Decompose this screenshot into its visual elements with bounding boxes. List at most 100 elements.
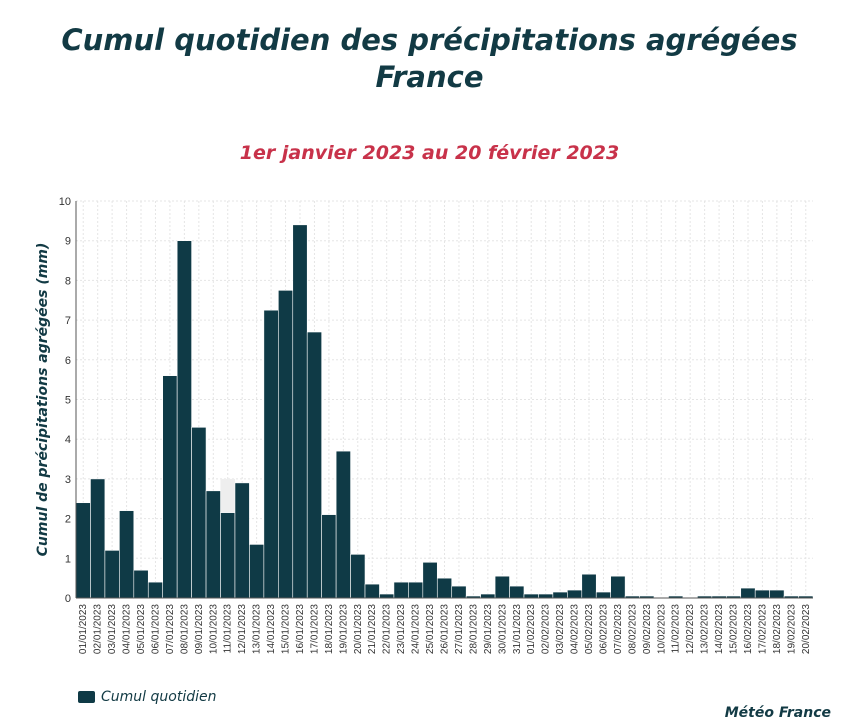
x-tick-label: 24/01/2023	[411, 604, 422, 654]
chart-title-line-1: Cumul quotidien des précipitations agrég…	[61, 23, 798, 57]
x-tick-label: 14/02/2023	[714, 604, 725, 654]
bar-17-02-2023[interactable]	[754, 589, 770, 599]
y-axis-label: Cumul de précipitations agrégées (mm)	[35, 243, 51, 557]
x-tick-label: 15/02/2023	[729, 604, 740, 654]
y-tick-label: 6	[65, 355, 71, 367]
y-tick-label: 7	[65, 315, 71, 327]
x-tick-label: 31/01/2023	[512, 604, 523, 654]
bar-15-01-2023[interactable]	[278, 290, 294, 599]
bar-11-01-2023[interactable]	[220, 512, 236, 599]
x-tick-label: 23/01/2023	[396, 604, 407, 654]
x-tick-label: 09/01/2023	[194, 604, 205, 654]
bar-31-01-2023[interactable]	[509, 585, 525, 599]
x-tick-label: 07/01/2023	[165, 604, 176, 654]
x-tick-label: 10/02/2023	[656, 604, 667, 654]
legend[interactable]: Cumul quotidien	[78, 689, 216, 705]
bar-17-01-2023[interactable]	[306, 331, 322, 599]
x-tick-label: 29/01/2023	[483, 604, 494, 654]
bar-18-02-2023[interactable]	[769, 589, 785, 599]
y-tick-label: 9	[65, 236, 71, 248]
bar-16-02-2023[interactable]	[740, 587, 756, 599]
bar-20-01-2023[interactable]	[350, 554, 366, 599]
bar-03-02-2023[interactable]	[552, 591, 568, 599]
x-tick-label: 01/01/2023	[78, 604, 89, 654]
bars	[75, 224, 814, 599]
x-tick-label: 17/01/2023	[309, 604, 320, 654]
chart-title-line-2: France	[375, 60, 484, 94]
x-tick-label: 06/01/2023	[150, 604, 161, 654]
bar-23-01-2023[interactable]	[393, 581, 409, 599]
x-tick-label: 26/01/2023	[440, 604, 451, 654]
x-tick-label: 19/02/2023	[786, 604, 797, 654]
bar-18-01-2023[interactable]	[321, 514, 337, 599]
bar-24-01-2023[interactable]	[408, 581, 424, 599]
x-tick-label: 07/02/2023	[613, 604, 624, 654]
x-tick-label: 17/02/2023	[757, 604, 768, 654]
bar-01-01-2023[interactable]	[75, 502, 91, 599]
bar-14-01-2023[interactable]	[263, 309, 279, 599]
y-ticks: 0 1 2 3 4 5 6 7 8 9 10	[59, 196, 71, 605]
x-tick-label: 11/02/2023	[671, 604, 682, 654]
legend-label: Cumul quotidien	[101, 689, 217, 705]
x-tick-label: 11/01/2023	[223, 604, 234, 654]
bar-12-01-2023[interactable]	[234, 482, 250, 599]
bar-21-01-2023[interactable]	[364, 583, 380, 599]
x-tick-label: 16/01/2023	[295, 604, 306, 654]
bar-03-01-2023[interactable]	[104, 550, 120, 599]
y-tick-label: 2	[65, 514, 71, 526]
bar-05-01-2023[interactable]	[133, 569, 149, 599]
bar-02-02-2023[interactable]	[538, 593, 554, 599]
x-tick-label: 05/02/2023	[584, 604, 595, 654]
chart-title: Cumul quotidien des précipitations agrég…	[0, 22, 859, 96]
chart-subtitle: 1er janvier 2023 au 20 février 2023	[239, 142, 620, 164]
x-tick-label: 27/01/2023	[454, 604, 465, 654]
bar-09-01-2023[interactable]	[191, 426, 207, 599]
y-tick-label: 8	[65, 275, 71, 287]
x-tick-label: 03/01/2023	[107, 604, 118, 654]
x-tick-label: 04/01/2023	[122, 604, 133, 654]
axes	[75, 201, 813, 599]
x-tick-label: 02/01/2023	[93, 604, 104, 654]
x-tick-label: 22/01/2023	[382, 604, 393, 654]
x-tick-label: 20/02/2023	[801, 604, 812, 654]
x-tick-label: 05/01/2023	[136, 604, 147, 654]
x-tick-label: 21/01/2023	[367, 604, 378, 654]
bar-29-01-2023[interactable]	[480, 593, 496, 599]
bar-05-02-2023[interactable]	[581, 573, 597, 599]
x-tick-label: 20/01/2023	[353, 604, 364, 654]
x-tick-label: 10/01/2023	[208, 604, 219, 654]
x-tick-label: 19/01/2023	[338, 604, 349, 654]
bar-06-01-2023[interactable]	[147, 581, 164, 599]
x-tick-label: 03/02/2023	[555, 604, 566, 654]
bar-27-01-2023[interactable]	[451, 585, 467, 599]
bar-10-01-2023[interactable]	[205, 490, 221, 599]
bar-04-01-2023[interactable]	[119, 510, 135, 599]
x-ticks: 01/01/2023 02/01/2023 03/01/2023 04/01/2023…	[78, 604, 812, 654]
y-tick-label: 0	[65, 593, 71, 605]
bar-08-01-2023[interactable]	[176, 240, 192, 599]
bar-25-01-2023[interactable]	[422, 561, 438, 599]
x-tick-label: 08/01/2023	[179, 604, 190, 654]
bar-06-02-2023[interactable]	[595, 591, 611, 599]
bar-13-01-2023[interactable]	[249, 544, 265, 599]
bar-26-01-2023[interactable]	[436, 577, 453, 599]
x-tick-label: 12/01/2023	[237, 604, 248, 654]
legend-swatch	[78, 691, 95, 703]
x-tick-label: 30/01/2023	[497, 604, 508, 654]
x-tick-label: 04/02/2023	[570, 604, 581, 654]
x-tick-label: 28/01/2023	[468, 604, 479, 654]
bar-07-01-2023[interactable]	[162, 375, 178, 599]
bar-07-02-2023[interactable]	[610, 575, 626, 599]
bar-30-01-2023[interactable]	[494, 575, 510, 599]
bar-19-01-2023[interactable]	[335, 450, 351, 599]
bar-16-01-2023[interactable]	[292, 224, 308, 599]
bar-02-01-2023[interactable]	[90, 478, 106, 599]
bar-22-01-2023[interactable]	[379, 593, 395, 599]
y-tick-label: 4	[65, 434, 71, 446]
x-tick-label: 14/01/2023	[266, 604, 277, 654]
bar-01-02-2023[interactable]	[523, 593, 539, 599]
y-tick-label: 10	[59, 196, 71, 208]
y-tick-label: 1	[65, 553, 71, 565]
bar-04-02-2023[interactable]	[567, 589, 583, 599]
